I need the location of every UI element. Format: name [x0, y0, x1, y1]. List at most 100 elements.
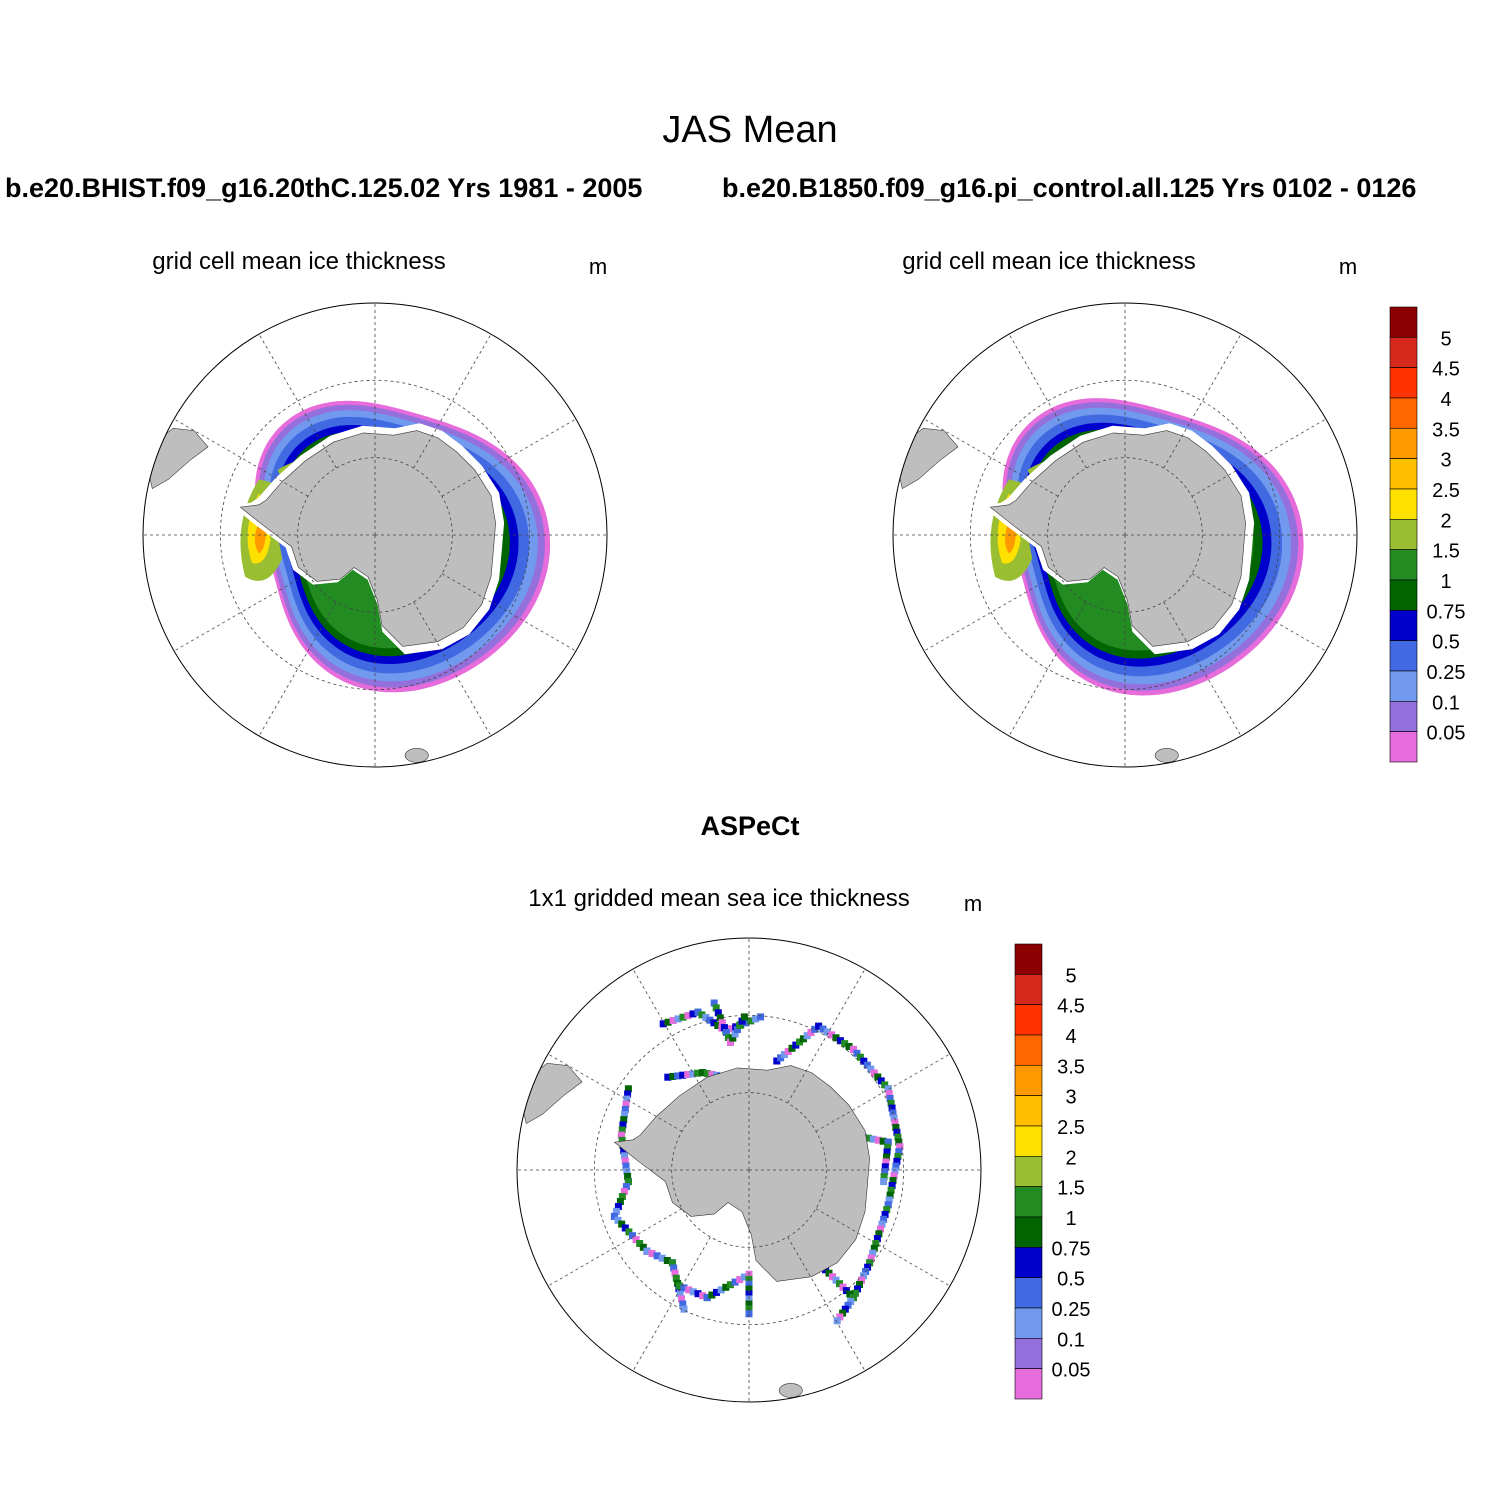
colorbar-swatch [1014, 973, 1043, 1005]
longitude-gridline [815, 1208, 951, 1287]
observation-cell [625, 1228, 633, 1236]
observation-cell [623, 1095, 631, 1103]
colorbar-swatch [1389, 458, 1418, 490]
observation-cell [685, 1286, 693, 1294]
observation-cell [856, 1281, 863, 1288]
case2-label: b.e20.B1850.f09_g16.pi_control.all.125 Y… [722, 173, 1416, 203]
longitude-gridline [787, 968, 866, 1104]
observation-cell [632, 1236, 640, 1244]
observation-cell [710, 999, 718, 1007]
observation-cell [888, 1104, 896, 1112]
observation-cell [881, 1163, 889, 1171]
observation-cell [890, 1172, 898, 1180]
antarctica-land [989, 430, 1246, 647]
observation-cell [724, 1034, 732, 1041]
colorbar-swatch [1014, 1125, 1043, 1157]
observation-cell [622, 1100, 630, 1108]
observation-cell [624, 1090, 632, 1098]
colorbar-swatch [1389, 488, 1418, 520]
observation-cell [708, 1291, 716, 1299]
observation-cell [620, 1188, 628, 1195]
case2-units: m [1339, 254, 1357, 279]
observation-cell [698, 1011, 706, 1019]
colorbar-label: 2.5 [1432, 480, 1460, 502]
colorbar-label: 1.5 [1432, 541, 1460, 563]
colorbar-label: 1.5 [1057, 1178, 1085, 1200]
observation-cell [844, 1301, 852, 1309]
observation-cell [877, 1077, 885, 1085]
observation-cell [845, 1043, 853, 1050]
colorbar-label: 0.25 [1427, 662, 1466, 684]
island-land [1154, 748, 1179, 763]
longitude-gridline [923, 573, 1059, 652]
observation-cell [726, 1038, 734, 1046]
colorbar-swatch [1014, 1368, 1043, 1400]
observation-cell [621, 1111, 628, 1119]
island-land [778, 1383, 803, 1398]
observation-cell [699, 1292, 707, 1300]
latitude-gridline [969, 379, 1281, 691]
observation-cell [703, 1070, 711, 1077]
colorbar-swatch [1014, 1065, 1043, 1096]
latitude-gridline [219, 379, 531, 691]
observation-cell [828, 1031, 836, 1039]
longitude-gridline [413, 333, 492, 469]
observation-cell [722, 1283, 730, 1291]
observation-cell [745, 1290, 753, 1298]
observation-cell [621, 1152, 628, 1160]
colorbar-label: 4 [1440, 389, 1451, 411]
longitude-gridline [173, 573, 309, 652]
observation-cell [883, 1148, 891, 1156]
observation-cell [742, 1019, 750, 1027]
observation-cell [610, 1212, 618, 1220]
map-boundary-circle [516, 937, 982, 1403]
colorbar-label: 2.5 [1057, 1117, 1085, 1139]
observation-cell [856, 1053, 864, 1061]
observation-cell [780, 1051, 788, 1059]
observation-cell [717, 1286, 725, 1294]
colorbar-label: 2 [1065, 1147, 1076, 1169]
observation-cell [694, 1069, 702, 1077]
latitude-gridline [593, 1014, 905, 1326]
longitude-gridline [815, 1053, 951, 1132]
observation-cell [815, 1022, 823, 1030]
observation-cell [684, 1012, 692, 1020]
observation-cell [788, 1044, 796, 1052]
observation-cell [664, 1073, 672, 1081]
observation-cell [689, 1288, 697, 1296]
antarctica-land [239, 430, 496, 647]
observation-cell [886, 1095, 894, 1102]
observation-cell [895, 1148, 903, 1156]
observation-cell [866, 1259, 874, 1267]
longitude-gridline [632, 968, 711, 1104]
observation-cell [851, 1289, 859, 1297]
observation-cell [839, 1309, 847, 1317]
colorbar-swatch [1014, 1186, 1043, 1218]
observation-cell [740, 1013, 748, 1021]
longitude-gridline [547, 1208, 683, 1287]
longitude-gridline [413, 601, 492, 737]
observation-cell [680, 1284, 688, 1292]
colorbar-swatch [1389, 518, 1418, 550]
observation-cell [679, 1300, 687, 1308]
observation-cell [860, 1272, 867, 1280]
longitude-gridline [1008, 333, 1087, 469]
observation-cell [726, 1281, 734, 1289]
longitude-gridline [923, 418, 1059, 497]
observation-cell [706, 1016, 714, 1024]
case2-map-frame [892, 302, 1358, 768]
observation-cell [811, 1025, 819, 1033]
observation-cell [879, 1137, 887, 1145]
observation-cell [807, 1029, 815, 1036]
case1-map-frame [142, 302, 608, 768]
observation-cell [689, 1010, 697, 1018]
colorbar-swatch [1389, 640, 1418, 672]
observation-cell [832, 1034, 840, 1042]
observation-cell [874, 1136, 882, 1144]
observation-cell [889, 1177, 897, 1185]
longitude-gridline [258, 601, 337, 737]
case1-polar-map [143, 303, 607, 767]
observation-cell [849, 1045, 857, 1053]
observation-cell [858, 1276, 865, 1284]
observation-cell [894, 1133, 902, 1141]
